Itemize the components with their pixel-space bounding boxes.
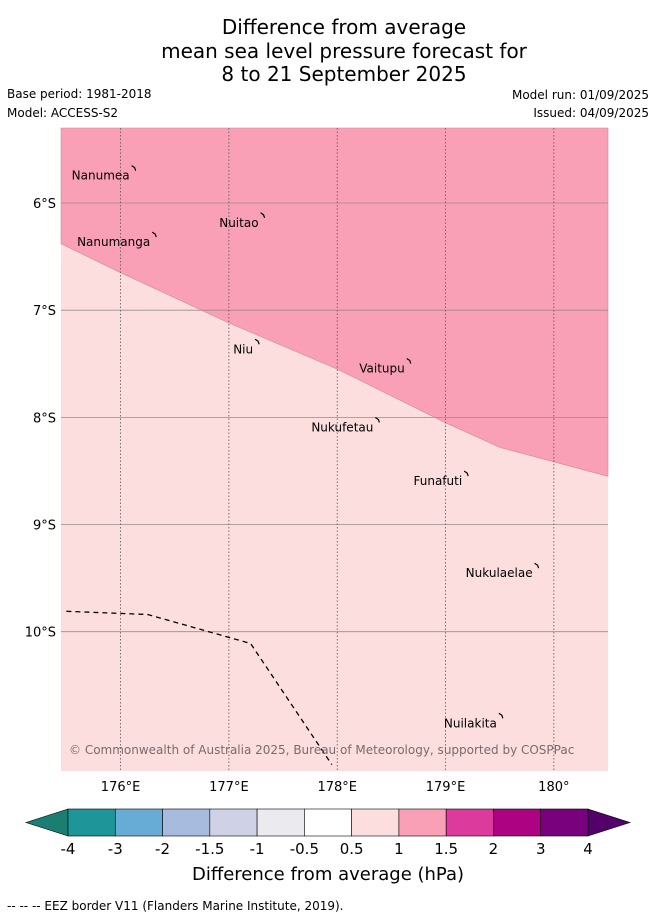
colorbar-tick-label: -4: [61, 840, 76, 858]
place-label-nuilakita: Nuilakita: [444, 716, 497, 730]
colorbar: -4 -3 -2 -1.5 -1 -0.5 0.5 1 1.5 2 3 4 Difference fro…: [25, 808, 631, 885]
colorbar-tick-label: 1: [394, 840, 404, 858]
eez-border-line: [66, 610, 333, 765]
place-label-nukulaelae: Nukulaelae: [466, 566, 533, 580]
issued-date: Issued: 04/09/2025: [533, 106, 649, 120]
island-shape: [463, 470, 469, 477]
place-label-nanumanga: Nanumanga: [77, 235, 150, 249]
lon-tick-label: 178°E: [317, 780, 357, 795]
colorbar-swatch: [445, 808, 494, 837]
lon-tick-label: 177°E: [209, 780, 249, 795]
island-shape: [260, 212, 266, 218]
colorbar-tick-label: 0.5: [340, 840, 364, 858]
colorbar-under-arrow: [25, 808, 69, 837]
map-title: Difference from average mean sea level p…: [0, 15, 655, 87]
region-1-to-1.5: [60, 127, 609, 477]
model-run: Model run: 01/09/2025: [511, 88, 649, 102]
island-shape: [534, 562, 540, 569]
colorbar-tick-label: -2: [155, 840, 170, 858]
island-shape: [254, 338, 260, 345]
place-label-funafuti: Funafuti: [414, 474, 463, 488]
title-line-3: 8 to 21 September 2025: [221, 62, 467, 86]
model-name: Model: ACCESS-S2: [7, 106, 119, 120]
colorbar-over-arrow: [587, 808, 631, 837]
place-label-niu: Niu: [233, 342, 253, 356]
colorbar-tick-label: 3: [536, 840, 546, 858]
place-label-nanumea: Nanumea: [72, 169, 130, 183]
eez-footnote: -- -- -- EEZ border V11 (Flanders Marine…: [7, 899, 344, 913]
lon-tick-label: 179°E: [426, 780, 466, 795]
place-label-nukufetau: Nukufetau: [311, 420, 373, 434]
map-panel: 6°S 7°S 8°S 9°S 10°S 176°E 177°E 178°E 179°E 180°…: [25, 127, 609, 795]
island-shape: [151, 231, 157, 238]
colorbar-swatch: [162, 808, 211, 837]
title-line-2: mean sea level pressure forecast for: [161, 38, 527, 63]
colorbar-title: Difference from average (hPa): [192, 864, 464, 885]
lat-tick-label: 8°S: [33, 411, 56, 426]
colorbar-swatch: [351, 808, 400, 837]
colorbar-swatch: [304, 808, 352, 837]
lat-tick-label: 10°S: [25, 626, 56, 641]
colorbar-tick-label: -1: [250, 840, 265, 858]
title-line-1: Difference from average: [221, 15, 467, 39]
island-shape: [498, 712, 504, 719]
lat-tick-label: 6°S: [33, 197, 56, 212]
colorbar-tick-label: 2: [489, 840, 499, 858]
base-period: Base period: 1981-2018: [7, 87, 152, 101]
colorbar-tick-label: -3: [108, 840, 123, 858]
colorbar-swatch: [540, 808, 589, 837]
colorbar-tick-label: -1.5: [195, 840, 224, 858]
place-label-vaitupu: Vaitupu: [359, 362, 405, 376]
colorbar-swatch: [67, 808, 116, 837]
lat-tick-label: 9°S: [33, 519, 56, 534]
colorbar-swatch: [493, 808, 542, 837]
lon-tick-label: 176°E: [101, 780, 141, 795]
colorbar-swatch: [256, 808, 305, 837]
lat-tick-label: 7°S: [33, 304, 56, 319]
copyright-note: © Commonwealth of Australia 2025, Bureau…: [69, 743, 574, 757]
island-shape: [131, 165, 137, 171]
lon-tick-label: 180°: [538, 780, 569, 795]
colorbar-tick-label: -0.5: [290, 840, 319, 858]
colorbar-swatch: [398, 808, 447, 837]
island-shape: [406, 358, 412, 364]
place-label-nuitao: Nuitao: [219, 216, 258, 230]
island-shape: [375, 416, 380, 423]
colorbar-tick-label: 4: [583, 840, 593, 858]
colorbar-swatch: [209, 808, 258, 837]
colorbar-tick-label: 1.5: [434, 840, 458, 858]
colorbar-swatch: [114, 808, 163, 837]
